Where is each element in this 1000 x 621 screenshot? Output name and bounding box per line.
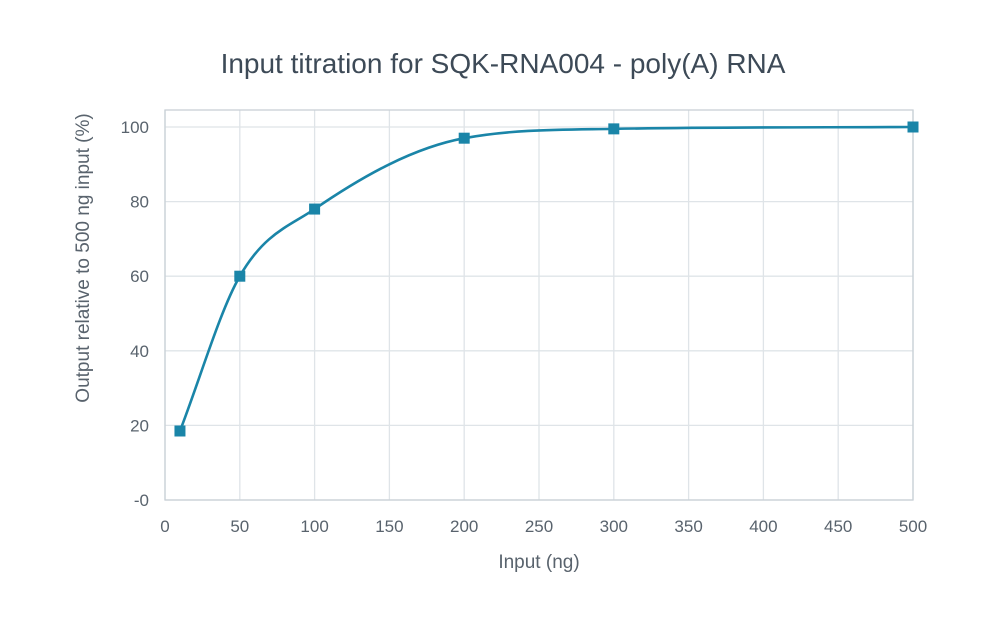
- y-axis-ticks: -0 20 40 60 80 100: [121, 118, 149, 510]
- data-point-marker: [458, 132, 470, 144]
- x-tick-label: 350: [674, 517, 702, 536]
- y-tick-label: 80: [130, 193, 149, 212]
- chart-title: Input titration for SQK-RNA004 - poly(A)…: [221, 48, 786, 79]
- data-point-marker: [234, 270, 246, 282]
- x-tick-label: 50: [230, 517, 249, 536]
- x-tick-label: 0: [160, 517, 169, 536]
- x-tick-label: 100: [300, 517, 328, 536]
- x-tick-label: 150: [375, 517, 403, 536]
- plot-frame: [164, 109, 914, 501]
- x-axis-ticks: 0 50 100 150 200 250 300 350 400 450 500: [160, 517, 927, 536]
- x-tick-label: 300: [600, 517, 628, 536]
- x-tick-label: 250: [525, 517, 553, 536]
- x-tick-label: 400: [749, 517, 777, 536]
- data-markers: [174, 121, 919, 437]
- data-point-marker: [608, 123, 620, 135]
- y-tick-label: 60: [130, 267, 149, 286]
- y-tick-label: -0: [134, 491, 149, 510]
- series-line: [178, 125, 915, 433]
- x-tick-label: 450: [824, 517, 852, 536]
- grid-lines: [164, 110, 914, 501]
- x-tick-label: 500: [899, 517, 927, 536]
- x-tick-label: 200: [450, 517, 478, 536]
- y-tick-label: 20: [130, 416, 149, 435]
- data-point-marker: [174, 425, 186, 437]
- data-point-marker: [309, 203, 321, 215]
- data-point-marker: [907, 121, 919, 133]
- x-axis-label: Input (ng): [498, 552, 579, 573]
- y-axis-label: Output relative to 500 ng input (%): [73, 113, 94, 402]
- y-tick-label: 40: [130, 342, 149, 361]
- y-tick-label: 100: [121, 118, 149, 137]
